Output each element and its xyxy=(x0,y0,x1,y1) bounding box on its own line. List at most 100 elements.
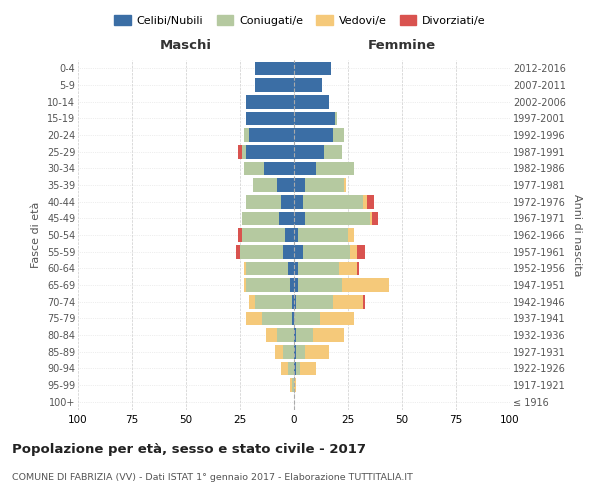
Bar xyxy=(253,178,277,192)
Bar xyxy=(294,162,316,175)
Bar xyxy=(344,178,346,192)
Bar xyxy=(294,378,296,392)
Bar xyxy=(255,62,294,75)
Text: COMUNE DI FABRIZIA (VV) - Dati ISTAT 1° gennaio 2017 - Elaborazione TUTTITALIA.I: COMUNE DI FABRIZIA (VV) - Dati ISTAT 1° … xyxy=(12,472,413,482)
Bar xyxy=(242,212,279,225)
Bar xyxy=(367,195,374,208)
Bar xyxy=(247,278,290,292)
Bar xyxy=(275,345,283,358)
Bar xyxy=(296,345,305,358)
Bar xyxy=(298,278,341,292)
Legend: Celibi/Nubili, Coniugati/e, Vedovi/e, Divorziati/e: Celibi/Nubili, Coniugati/e, Vedovi/e, Di… xyxy=(110,10,490,30)
Bar xyxy=(305,178,344,192)
Bar xyxy=(302,245,350,258)
Bar xyxy=(283,345,294,358)
Bar xyxy=(305,345,329,358)
Text: Maschi: Maschi xyxy=(160,38,212,52)
Bar xyxy=(348,228,355,242)
Bar xyxy=(341,278,389,292)
Bar xyxy=(292,378,294,392)
Bar xyxy=(287,362,294,375)
Bar xyxy=(294,145,324,158)
Bar xyxy=(294,195,302,208)
Bar xyxy=(294,178,305,192)
Bar xyxy=(294,228,298,242)
Bar xyxy=(247,262,287,275)
Bar xyxy=(244,278,247,292)
Bar xyxy=(294,112,335,125)
Bar xyxy=(294,312,320,325)
Bar xyxy=(363,295,365,308)
Bar xyxy=(248,128,294,142)
Bar xyxy=(370,212,372,225)
Text: Femmine: Femmine xyxy=(368,38,436,52)
Bar xyxy=(266,328,277,342)
Bar xyxy=(277,328,294,342)
Bar xyxy=(248,295,255,308)
Bar xyxy=(294,78,322,92)
Bar xyxy=(247,145,294,158)
Bar xyxy=(238,145,242,158)
Bar xyxy=(333,128,344,142)
Bar xyxy=(294,245,302,258)
Bar xyxy=(286,228,294,242)
Bar xyxy=(335,112,337,125)
Bar xyxy=(255,295,292,308)
Bar xyxy=(277,178,294,192)
Bar xyxy=(292,312,294,325)
Bar xyxy=(296,328,313,342)
Bar xyxy=(290,278,294,292)
Bar xyxy=(298,262,340,275)
Bar xyxy=(320,312,355,325)
Bar xyxy=(240,245,283,258)
Bar xyxy=(356,245,365,258)
Bar xyxy=(244,128,248,142)
Bar xyxy=(333,295,363,308)
Bar xyxy=(301,362,316,375)
Bar xyxy=(294,295,296,308)
Bar xyxy=(294,95,329,108)
Bar xyxy=(247,312,262,325)
Bar xyxy=(294,345,296,358)
Bar xyxy=(350,245,356,258)
Bar xyxy=(294,328,296,342)
Bar xyxy=(363,195,367,208)
Bar xyxy=(244,162,264,175)
Bar xyxy=(279,212,294,225)
Bar xyxy=(294,128,333,142)
Bar xyxy=(294,212,305,225)
Bar xyxy=(316,162,355,175)
Bar xyxy=(244,262,247,275)
Bar xyxy=(294,262,298,275)
Bar xyxy=(313,328,344,342)
Bar xyxy=(296,295,333,308)
Bar xyxy=(255,78,294,92)
Bar xyxy=(238,228,242,242)
Bar xyxy=(305,212,370,225)
Bar xyxy=(324,145,341,158)
Bar xyxy=(247,112,294,125)
Bar xyxy=(242,145,247,158)
Bar xyxy=(247,95,294,108)
Bar xyxy=(264,162,294,175)
Y-axis label: Anni di nascita: Anni di nascita xyxy=(572,194,583,276)
Bar xyxy=(281,195,294,208)
Bar xyxy=(372,212,378,225)
Bar xyxy=(302,195,363,208)
Bar xyxy=(292,295,294,308)
Bar xyxy=(296,362,301,375)
Bar xyxy=(247,195,281,208)
Bar xyxy=(287,262,294,275)
Bar xyxy=(356,262,359,275)
Y-axis label: Fasce di età: Fasce di età xyxy=(31,202,41,268)
Text: Popolazione per età, sesso e stato civile - 2017: Popolazione per età, sesso e stato civil… xyxy=(12,442,366,456)
Bar xyxy=(242,228,286,242)
Bar xyxy=(298,228,348,242)
Bar xyxy=(290,378,292,392)
Bar xyxy=(281,362,287,375)
Bar xyxy=(294,278,298,292)
Bar xyxy=(236,245,240,258)
Bar xyxy=(340,262,356,275)
Bar xyxy=(262,312,292,325)
Bar xyxy=(294,362,296,375)
